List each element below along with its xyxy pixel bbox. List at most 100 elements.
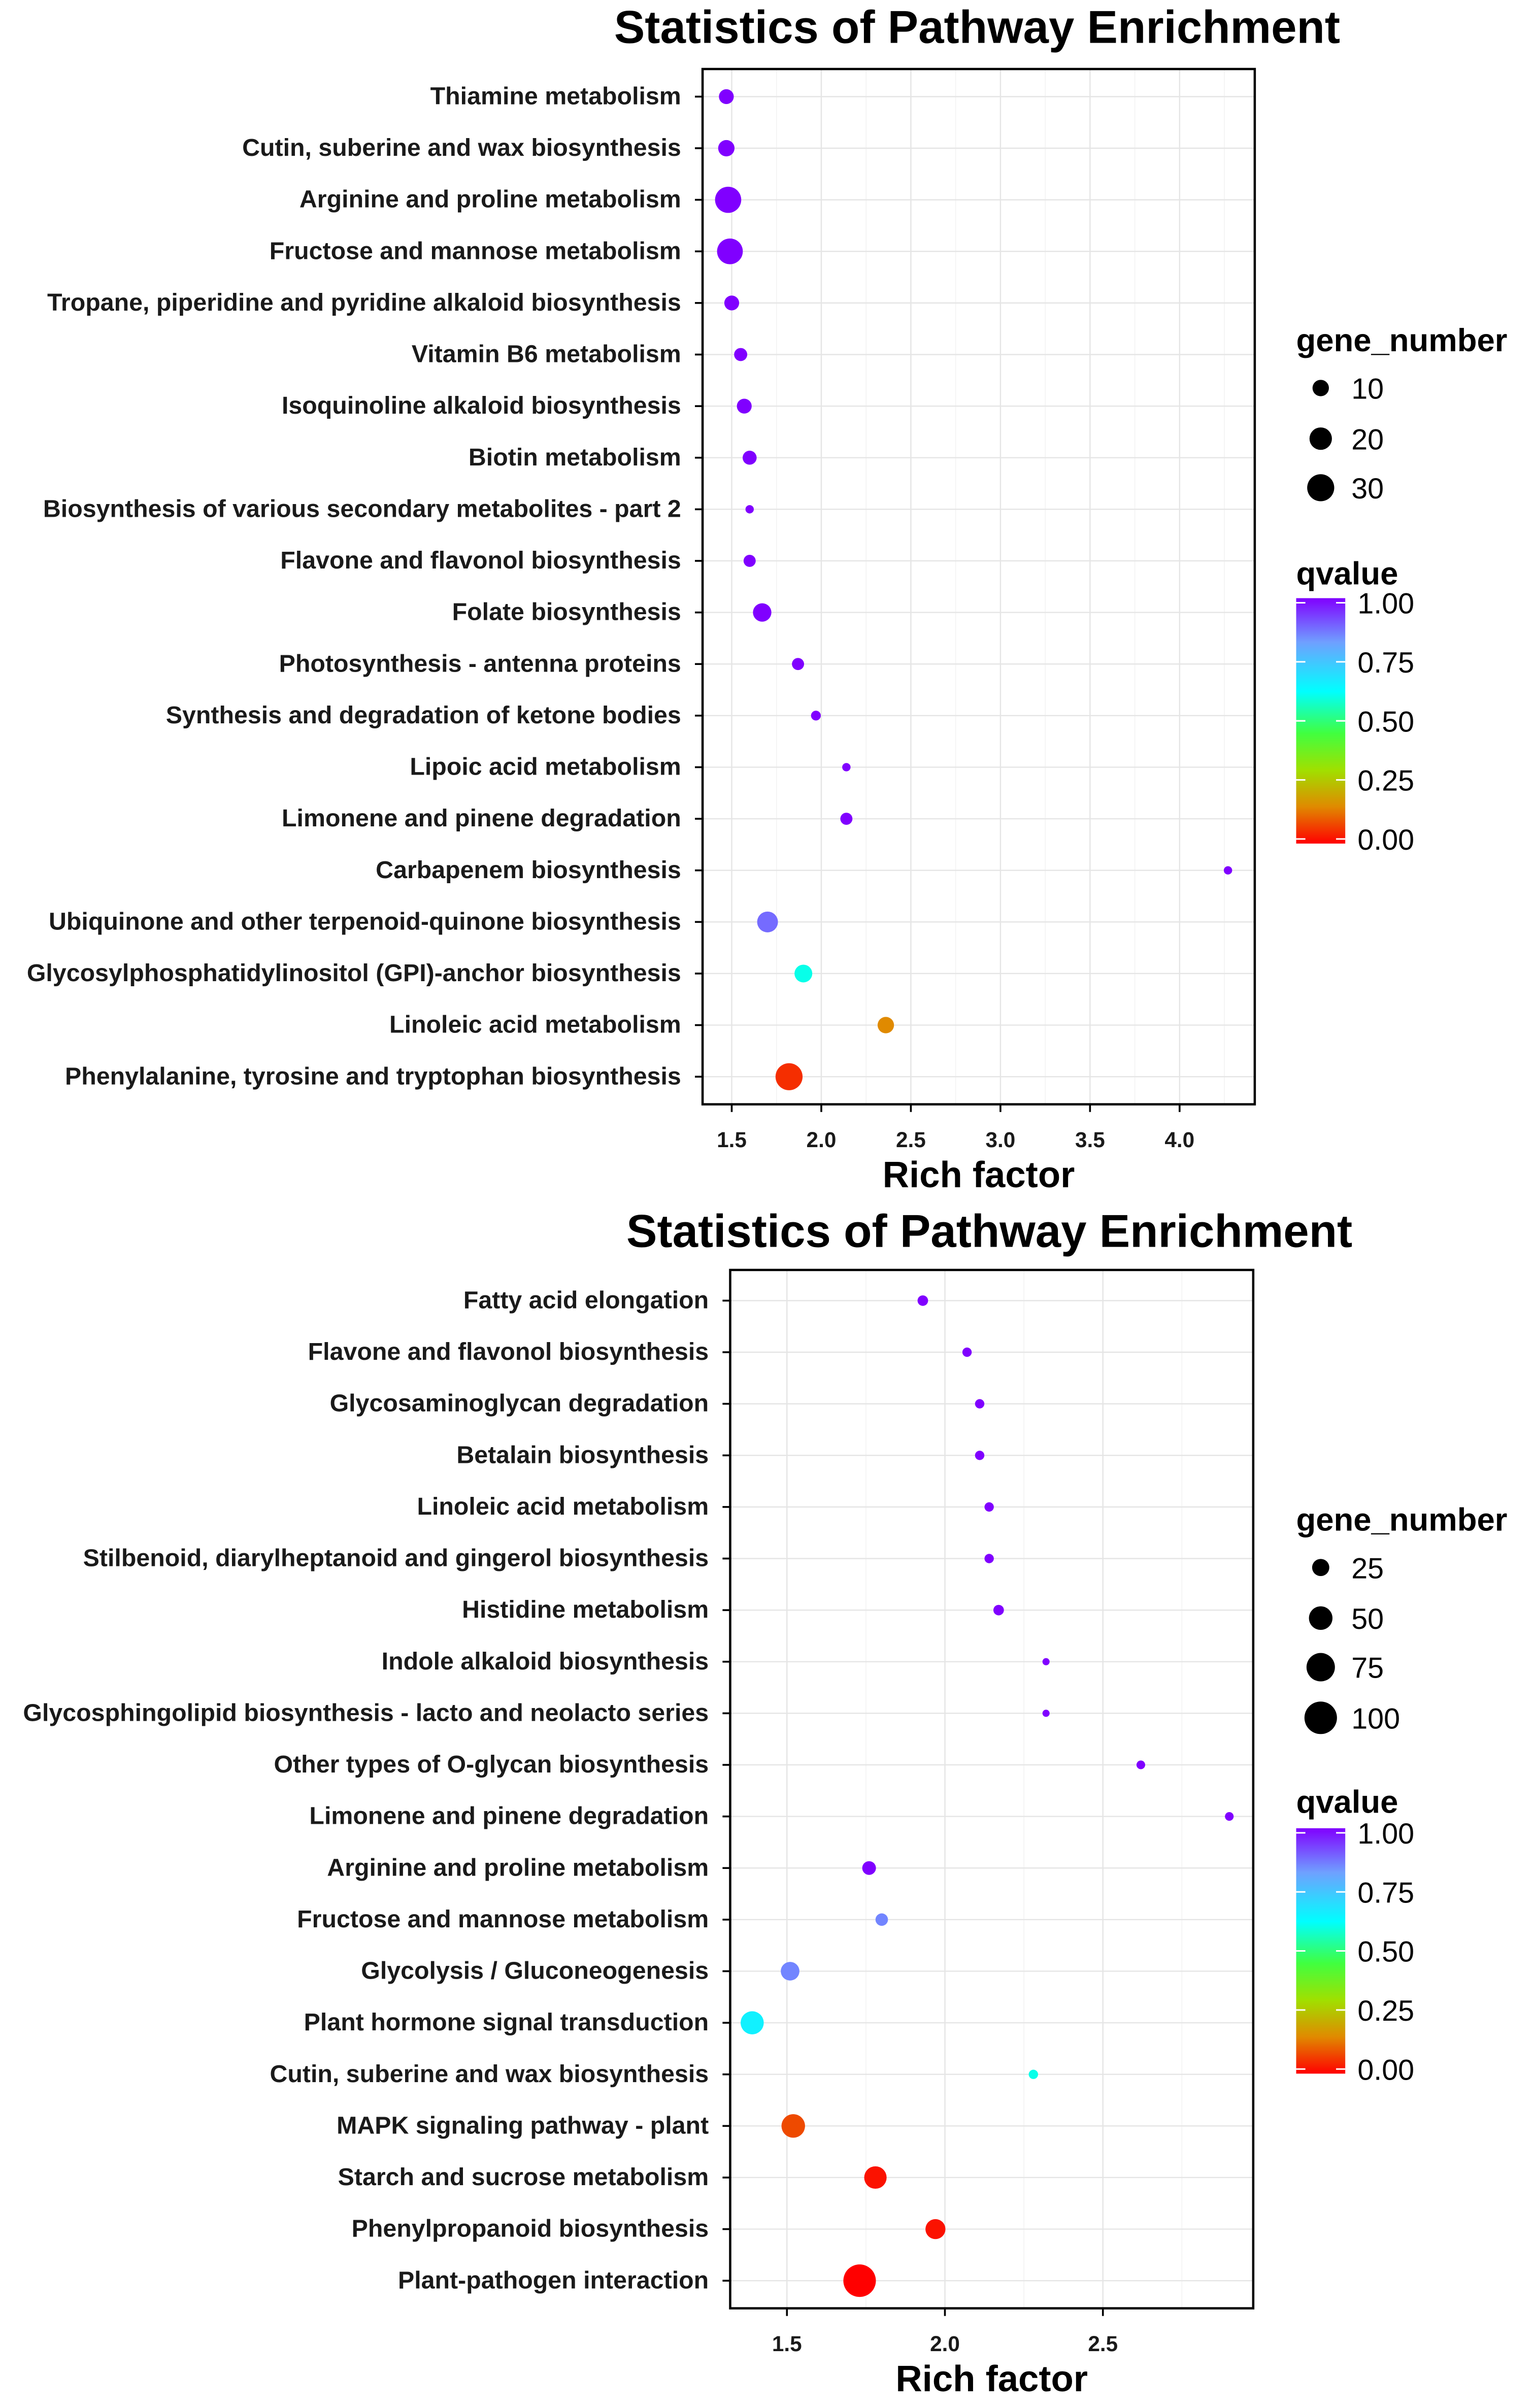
data-point — [1028, 2069, 1039, 2079]
chart-title: Statistics of Pathway Enrichment — [626, 1206, 1352, 1257]
pathway-label: Linoleic acid metabolism — [389, 1011, 681, 1039]
data-point — [781, 2114, 805, 2138]
size-legend-label: 25 — [1351, 1552, 1384, 1585]
size-legend-label: 30 — [1351, 473, 1384, 505]
x-tick-label: 2.0 — [807, 1128, 837, 1152]
pathway-label: Glycosphingolipid biosynthesis - lacto a… — [23, 1699, 709, 1726]
color-legend-title: qvalue — [1296, 556, 1398, 591]
data-point — [1042, 1710, 1050, 1717]
data-point — [993, 1604, 1004, 1616]
data-point — [984, 1502, 994, 1512]
data-point — [1223, 866, 1232, 875]
pathway-label: Flavone and flavonol biosynthesis — [308, 1338, 709, 1365]
pathway-label: Indole alkaloid biosynthesis — [382, 1648, 709, 1675]
size-legend-label: 100 — [1351, 1702, 1400, 1735]
size-legend-label: 75 — [1351, 1652, 1384, 1685]
data-point — [975, 1451, 985, 1460]
pathway-label: Limonene and pinene degradation — [282, 805, 681, 832]
pathway-label: Plant hormone signal transduction — [304, 2009, 709, 2036]
data-point — [741, 2011, 764, 2034]
color-legend-label: 0.75 — [1357, 1877, 1414, 1909]
pathway-label: Fructose and mannose metabolism — [270, 237, 681, 264]
size-legend-title: gene_number — [1296, 1502, 1507, 1538]
pathway-label: Thiamine metabolism — [430, 82, 681, 110]
pathway-label: Folate biosynthesis — [452, 598, 681, 626]
data-point — [864, 2166, 887, 2189]
pathway-label: Arginine and proline metabolism — [327, 1854, 709, 1881]
pathway-label: Tropane, piperidine and pyridine alkaloi… — [47, 289, 681, 316]
data-point — [875, 1913, 888, 1926]
pathway-label: Limonene and pinene degradation — [309, 1802, 709, 1830]
size-legend-label: 10 — [1351, 373, 1384, 406]
pathway-label: Biotin metabolism — [469, 444, 681, 471]
x-tick-label: 3.0 — [985, 1128, 1015, 1152]
data-point — [925, 2219, 946, 2239]
pathway-label: Phenylalanine, tyrosine and tryptophan b… — [65, 1062, 681, 1090]
data-point — [840, 813, 853, 825]
pathway-label: Linoleic acid metabolism — [417, 1493, 709, 1520]
data-point — [757, 911, 778, 932]
data-point — [719, 89, 734, 104]
pathway-label: Photosynthesis - antenna proteins — [279, 650, 681, 677]
size-legend-dot — [1309, 1606, 1332, 1630]
size-legend-dot — [1312, 1559, 1329, 1577]
data-point — [984, 1554, 994, 1563]
pathway-label: Other types of O-glycan biosynthesis — [274, 1751, 709, 1778]
color-legend-label: 1.00 — [1357, 588, 1414, 620]
data-point — [781, 1962, 799, 1981]
x-axis-title: Rich factor — [895, 2358, 1088, 2399]
x-tick-label: 3.5 — [1075, 1128, 1105, 1152]
data-point — [962, 1347, 972, 1357]
size-legend-dot — [1306, 1653, 1335, 1682]
pathway-label: Plant-pathogen interaction — [398, 2266, 709, 2294]
plot-border — [729, 1268, 1255, 2310]
pathway-label: Synthesis and degradation of ketone bodi… — [166, 701, 681, 729]
data-point — [843, 2264, 876, 2297]
data-point — [842, 763, 851, 772]
size-legend-dot — [1309, 427, 1332, 450]
data-point — [717, 238, 743, 264]
plot-border — [701, 68, 1256, 1106]
pathway-label: Stilbenoid, diarylheptanoid and gingerol… — [83, 1545, 709, 1572]
pathway-label: Isoquinoline alkaloid biosynthesis — [282, 392, 681, 419]
size-legend-dot — [1312, 380, 1329, 396]
data-point — [753, 603, 772, 622]
color-legend-label: 1.00 — [1357, 1818, 1414, 1850]
pathway-label: Lipoic acid metabolism — [410, 753, 681, 781]
x-tick-label: 2.0 — [930, 2332, 960, 2356]
color-legend-label: 0.25 — [1357, 1995, 1414, 2027]
data-point — [718, 140, 735, 157]
data-point — [734, 348, 748, 361]
data-point — [715, 186, 742, 213]
data-point — [794, 964, 813, 983]
data-point — [745, 505, 754, 514]
data-point — [742, 450, 757, 465]
pathway-label: Histidine metabolism — [462, 1596, 709, 1623]
data-point — [724, 295, 740, 311]
color-legend-label: 0.50 — [1357, 1936, 1414, 1968]
pathway-label: Carbapenem biosynthesis — [376, 856, 681, 884]
pathway-label: Cutin, suberine and wax biosynthesis — [242, 134, 681, 161]
size-legend-title: gene_number — [1296, 323, 1507, 358]
pathway-label: Starch and sucrose metabolism — [338, 2163, 709, 2191]
pathway-label: Phenylpropanoid biosynthesis — [352, 2215, 709, 2243]
x-tick-label: 1.5 — [717, 1128, 747, 1152]
size-legend-label: 20 — [1351, 423, 1384, 456]
pathway-label: Biosynthesis of various secondary metabo… — [43, 495, 681, 522]
color-legend-label: 0.50 — [1357, 706, 1414, 738]
color-legend-label: 0.25 — [1357, 765, 1414, 797]
color-legend-label: 0.00 — [1357, 2054, 1414, 2086]
x-tick-label: 2.5 — [896, 1128, 926, 1152]
x-tick-label: 2.5 — [1088, 2332, 1118, 2356]
pathway-label: Glycosaminoglycan degradation — [330, 1390, 709, 1417]
color-legend-label: 0.75 — [1357, 647, 1414, 679]
pathway-label: Flavone and flavonol biosynthesis — [280, 547, 681, 574]
data-point — [917, 1295, 928, 1306]
pathway-label: Vitamin B6 metabolism — [412, 341, 681, 368]
data-point — [1225, 1812, 1234, 1821]
size-legend-label: 50 — [1351, 1603, 1384, 1635]
pathway-label: MAPK signaling pathway - plant — [337, 2112, 709, 2139]
data-point — [1042, 1658, 1050, 1665]
